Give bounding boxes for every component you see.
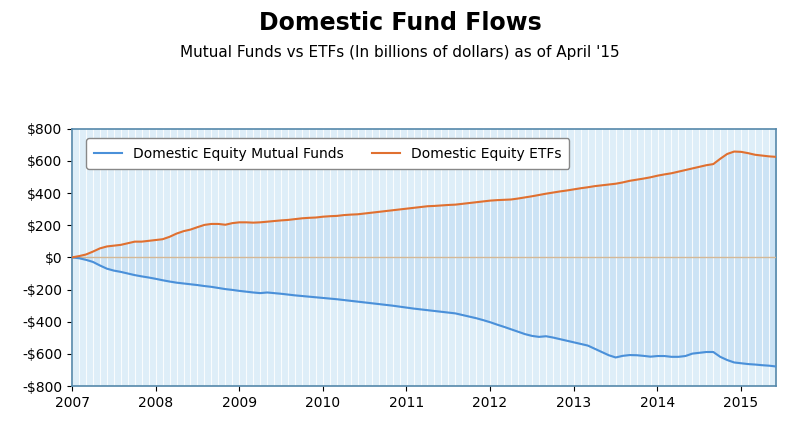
Domestic Equity ETFs bbox=[618, 180, 627, 185]
Domestic Equity ETFs bbox=[200, 222, 210, 227]
Domestic Equity ETFs bbox=[562, 188, 572, 193]
Domestic Equity ETFs bbox=[67, 255, 77, 260]
Line: Domestic Equity ETFs: Domestic Equity ETFs bbox=[72, 151, 776, 257]
Domestic Equity ETFs bbox=[730, 149, 739, 154]
Text: Mutual Funds vs ETFs (In billions of dollars) as of April '15: Mutual Funds vs ETFs (In billions of dol… bbox=[180, 45, 620, 60]
Domestic Equity Mutual Funds bbox=[562, 338, 572, 343]
Line: Domestic Equity Mutual Funds: Domestic Equity Mutual Funds bbox=[72, 257, 776, 366]
Domestic Equity Mutual Funds bbox=[771, 364, 781, 369]
Domestic Equity Mutual Funds bbox=[388, 303, 398, 308]
Domestic Equity ETFs bbox=[771, 154, 781, 160]
Domestic Equity Mutual Funds bbox=[674, 354, 683, 360]
Legend: Domestic Equity Mutual Funds, Domestic Equity ETFs: Domestic Equity Mutual Funds, Domestic E… bbox=[86, 138, 570, 169]
Domestic Equity ETFs bbox=[674, 169, 683, 174]
Domestic Equity Mutual Funds bbox=[67, 255, 77, 260]
Domestic Equity Mutual Funds bbox=[200, 284, 210, 289]
Domestic Equity ETFs bbox=[221, 222, 230, 227]
Domestic Equity Mutual Funds bbox=[221, 287, 230, 292]
Domestic Equity ETFs bbox=[388, 208, 398, 213]
Domestic Equity Mutual Funds bbox=[618, 353, 627, 359]
Text: Domestic Fund Flows: Domestic Fund Flows bbox=[258, 11, 542, 35]
